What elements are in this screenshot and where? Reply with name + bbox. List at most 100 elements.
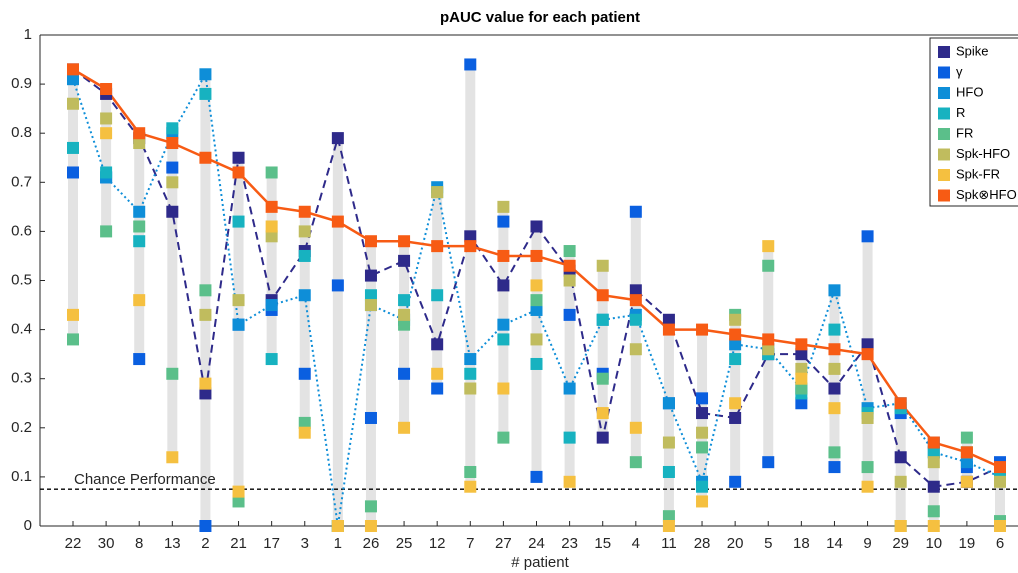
marker [696,495,709,508]
legend-label: R [956,105,965,120]
marker [861,230,874,243]
marker [364,269,377,282]
range-bar [399,241,410,428]
y-tick-label: 0.1 [11,468,32,485]
x-tick-label: 8 [135,535,143,552]
marker [927,456,940,469]
marker [166,176,179,189]
marker [398,235,411,248]
marker [298,249,311,262]
marker [762,343,775,356]
marker [133,127,146,140]
range-bar [630,211,641,463]
marker [431,240,444,253]
range-bar [995,462,1005,526]
marker [530,249,543,262]
range-bar [597,265,608,438]
marker [100,127,113,140]
marker [828,323,841,336]
y-tick-label: 0.3 [11,370,32,387]
marker [133,235,146,248]
reference-label: Chance Performance [74,471,216,488]
marker [298,289,311,302]
marker [596,431,609,444]
legend-label: Spk-FR [956,166,1000,181]
legend-marker [938,128,950,140]
y-tick-label: 0.8 [11,124,32,141]
x-tick-label: 27 [495,535,512,552]
marker [563,431,576,444]
marker [960,475,973,488]
x-tick-label: 11 [661,535,677,552]
marker [133,353,146,366]
marker [795,397,808,410]
marker [431,338,444,351]
marker [795,382,808,395]
marker [199,151,212,164]
marker [696,392,709,405]
y-tick-label: 0 [24,517,32,534]
marker [629,284,642,297]
marker [762,259,775,272]
marker [994,520,1006,532]
marker [464,367,477,380]
marker [662,323,675,336]
x-tick-label: 2 [201,535,209,552]
marker [696,441,709,454]
x-tick-label: 10 [925,535,942,552]
marker [431,382,444,395]
marker [464,230,477,243]
legend-label: Spike [956,43,989,58]
marker [364,520,377,532]
marker [828,461,841,474]
marker [497,431,510,444]
marker [464,353,477,366]
marker [795,338,808,351]
marker [530,333,543,346]
x-tick-label: 3 [301,535,309,552]
marker [596,407,609,420]
legend-marker [938,107,950,120]
marker [629,313,642,326]
marker [563,245,576,258]
marker [199,387,212,400]
marker [563,308,576,321]
x-tick-label: 30 [98,535,115,552]
legend-label: Spk-HFO [956,146,1010,161]
legend-marker [938,46,950,58]
marker [364,500,377,513]
marker [861,461,874,474]
marker [629,421,642,434]
marker [67,308,79,321]
range-bar [564,251,575,482]
marker [596,259,609,272]
legend-marker [938,66,950,79]
marker [596,313,609,326]
marker [166,451,179,464]
x-tick-label: 6 [996,535,1004,552]
marker [497,249,510,262]
legend-marker [938,189,950,202]
marker [828,284,841,297]
x-tick-label: 7 [466,535,474,552]
marker [364,289,377,302]
range-bar [465,64,476,487]
marker [729,328,742,341]
marker [497,200,510,213]
marker [67,141,79,154]
marker [133,137,146,150]
range-bar [167,128,178,458]
marker [927,480,940,493]
marker [232,166,245,179]
marker [894,475,907,488]
marker [464,240,477,253]
marker [265,200,278,213]
marker [265,220,278,233]
marker [497,382,510,395]
range-bar [862,236,873,487]
marker [364,235,377,248]
marker [497,318,510,331]
marker [232,495,245,508]
y-tick-label: 0.4 [11,321,32,338]
x-tick-label: 22 [65,535,82,552]
